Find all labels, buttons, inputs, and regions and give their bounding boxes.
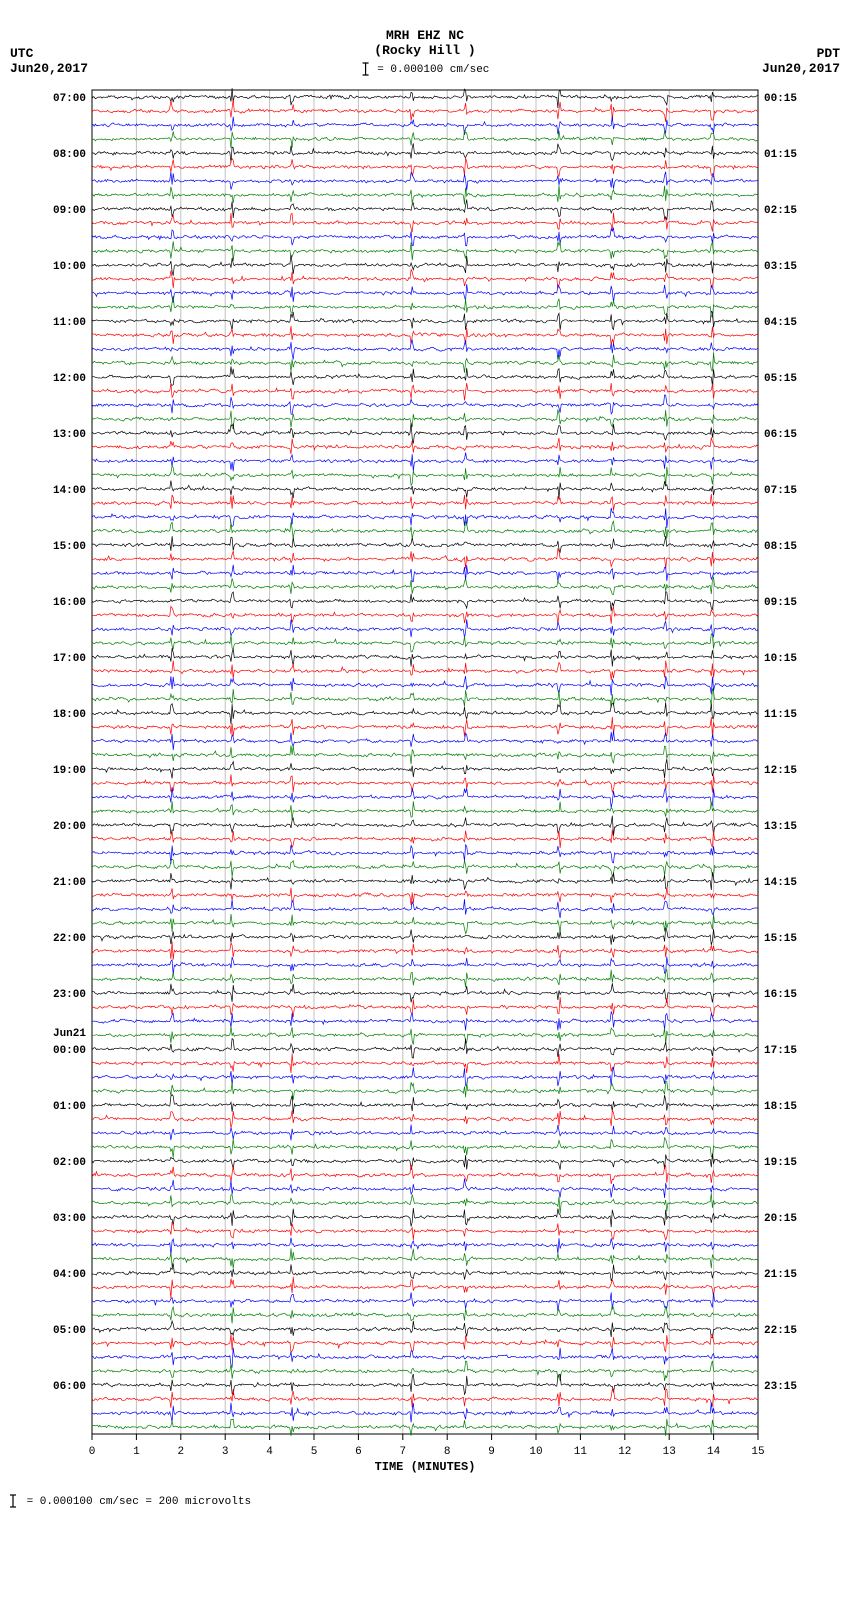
svg-text:1: 1 — [133, 1446, 140, 1458]
svg-text:17:15: 17:15 — [764, 1045, 797, 1057]
svg-text:22:00: 22:00 — [53, 933, 86, 945]
svg-text:11:00: 11:00 — [53, 317, 86, 329]
svg-text:10: 10 — [529, 1446, 542, 1458]
svg-text:14: 14 — [707, 1446, 721, 1458]
svg-text:01:15: 01:15 — [764, 149, 797, 161]
svg-text:4: 4 — [266, 1446, 273, 1458]
svg-text:3: 3 — [222, 1446, 229, 1458]
svg-text:09:15: 09:15 — [764, 597, 797, 609]
svg-text:18:15: 18:15 — [764, 1101, 797, 1113]
svg-text:7: 7 — [399, 1446, 406, 1458]
header-left: UTC Jun20,2017 — [10, 46, 88, 76]
svg-text:07:15: 07:15 — [764, 485, 797, 497]
svg-text:08:15: 08:15 — [764, 541, 797, 553]
svg-text:9: 9 — [488, 1446, 495, 1458]
svg-text:02:15: 02:15 — [764, 205, 797, 217]
date-right-label: Jun20,2017 — [762, 61, 840, 76]
tz-right-label: PDT — [762, 46, 840, 61]
svg-text:0: 0 — [89, 1446, 96, 1458]
svg-text:12:00: 12:00 — [53, 373, 86, 385]
station-line2: (Rocky Hill ) — [361, 43, 490, 58]
svg-text:21:15: 21:15 — [764, 1269, 797, 1281]
svg-text:10:00: 10:00 — [53, 261, 86, 273]
svg-text:11:15: 11:15 — [764, 709, 797, 721]
svg-text:09:00: 09:00 — [53, 205, 86, 217]
svg-text:03:00: 03:00 — [53, 1213, 86, 1225]
svg-text:12: 12 — [618, 1446, 631, 1458]
svg-text:2: 2 — [177, 1446, 184, 1458]
svg-text:19:00: 19:00 — [53, 765, 86, 777]
scale-value: 0.000100 cm/sec — [390, 64, 489, 76]
svg-text:15:00: 15:00 — [53, 541, 86, 553]
svg-text:5: 5 — [311, 1446, 318, 1458]
svg-text:04:15: 04:15 — [764, 317, 797, 329]
svg-text:03:15: 03:15 — [764, 261, 797, 273]
header-center: MRH EHZ NC (Rocky Hill ) = 0.000100 cm/s… — [361, 28, 490, 76]
svg-text:21:00: 21:00 — [53, 877, 86, 889]
svg-text:20:00: 20:00 — [53, 821, 86, 833]
header-right: PDT Jun20,2017 — [762, 46, 840, 76]
svg-text:17:00: 17:00 — [53, 653, 86, 665]
svg-text:13:00: 13:00 — [53, 429, 86, 441]
svg-text:13:15: 13:15 — [764, 821, 797, 833]
plot-container: 0123456789101112131415TIME (MINUTES)07:0… — [0, 80, 850, 1482]
svg-text:23:00: 23:00 — [53, 989, 86, 1001]
svg-text:13: 13 — [663, 1446, 676, 1458]
svg-text:15:15: 15:15 — [764, 933, 797, 945]
svg-text:Jun21: Jun21 — [53, 1028, 86, 1040]
svg-text:15: 15 — [751, 1446, 764, 1458]
scale-prefix: = — [377, 64, 390, 76]
svg-text:23:15: 23:15 — [764, 1381, 797, 1393]
svg-text:22:15: 22:15 — [764, 1325, 797, 1337]
svg-text:20:15: 20:15 — [764, 1213, 797, 1225]
svg-text:14:00: 14:00 — [53, 485, 86, 497]
svg-text:06:15: 06:15 — [764, 429, 797, 441]
footer: = 0.000100 cm/sec = 200 microvolts — [0, 1482, 850, 1528]
svg-text:12:15: 12:15 — [764, 765, 797, 777]
svg-text:16:00: 16:00 — [53, 597, 86, 609]
svg-text:00:00: 00:00 — [53, 1045, 86, 1057]
svg-text:02:00: 02:00 — [53, 1157, 86, 1169]
svg-text:8: 8 — [444, 1446, 451, 1458]
svg-text:00:15: 00:15 — [764, 93, 797, 105]
date-left-label: Jun20,2017 — [10, 61, 88, 76]
svg-text:05:00: 05:00 — [53, 1325, 86, 1337]
svg-text:07:00: 07:00 — [53, 93, 86, 105]
svg-text:14:15: 14:15 — [764, 877, 797, 889]
station-line1: MRH EHZ NC — [361, 28, 490, 43]
svg-text:11: 11 — [574, 1446, 588, 1458]
helicorder-plot: 0123456789101112131415TIME (MINUTES)07:0… — [40, 80, 810, 1482]
svg-text:6: 6 — [355, 1446, 362, 1458]
tz-left-label: UTC — [10, 46, 88, 61]
footer-text: = 0.000100 cm/sec = 200 microvolts — [27, 1496, 251, 1508]
svg-text:05:15: 05:15 — [764, 373, 797, 385]
svg-text:TIME (MINUTES): TIME (MINUTES) — [375, 1460, 476, 1474]
svg-text:04:00: 04:00 — [53, 1269, 86, 1281]
svg-text:01:00: 01:00 — [53, 1101, 86, 1113]
svg-text:16:15: 16:15 — [764, 989, 797, 1001]
svg-text:06:00: 06:00 — [53, 1381, 86, 1393]
header: UTC Jun20,2017 MRH EHZ NC (Rocky Hill ) … — [0, 0, 850, 80]
svg-text:18:00: 18:00 — [53, 709, 86, 721]
scale-note: = 0.000100 cm/sec — [361, 62, 490, 76]
svg-text:08:00: 08:00 — [53, 149, 86, 161]
svg-text:10:15: 10:15 — [764, 653, 797, 665]
svg-text:19:15: 19:15 — [764, 1157, 797, 1169]
